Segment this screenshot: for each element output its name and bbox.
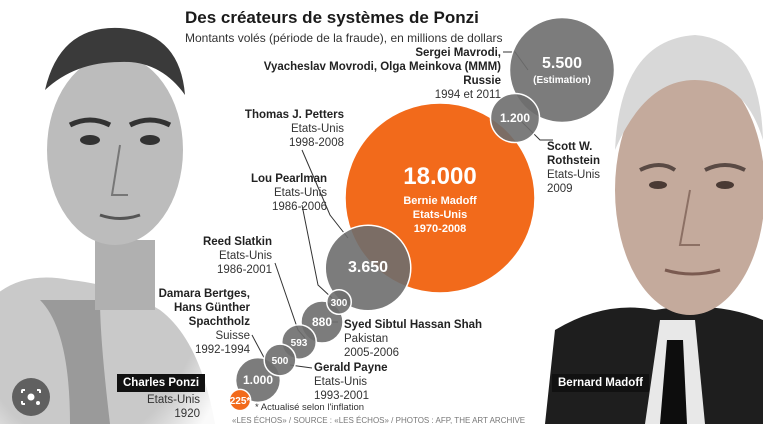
label-pearlman: Lou Pearlman Etats-Unis 1986-2006 xyxy=(250,173,327,213)
bubble-value-label: 880 xyxy=(312,315,332,329)
bubble-value-label: 1.000 xyxy=(243,373,273,387)
leader-line-petters xyxy=(301,149,349,239)
label-ponzi: Etats-Unis 1920 xyxy=(146,394,200,420)
label-slatkin: Reed Slatkin Etats-Unis 1986-2001 xyxy=(202,236,272,276)
chart-subtitle: Montants volés (période de la fraude), e… xyxy=(185,31,503,45)
bubble-1: 225* xyxy=(228,388,252,412)
inflation-note: * Actualisé selon l'inflation xyxy=(255,402,365,413)
bubble-annotation-line: Etats-Unis xyxy=(413,209,467,221)
madoff-name-box: Bernard Madoff xyxy=(552,374,649,392)
bubble-value-label: 500 xyxy=(272,356,289,367)
bubble-circle xyxy=(228,388,252,412)
bubble-annotation-line: 1970-2008 xyxy=(414,223,467,235)
bubble-value-label: 18.000 xyxy=(403,163,476,190)
ponzi-name-box: Charles Ponzi xyxy=(117,374,206,392)
bubble-circle xyxy=(489,92,541,144)
bubble-value-label: 593 xyxy=(291,338,308,349)
lens-glyph xyxy=(21,389,41,405)
bubble-circle xyxy=(263,343,297,377)
bubble-circle xyxy=(324,224,412,312)
bubble-value-label: 1.200 xyxy=(500,111,530,125)
label-rothstein: Scott W. Rothstein Etats-Unis 2009 xyxy=(547,141,601,195)
bubble-circle xyxy=(325,288,353,316)
bubble-value-label: 300 xyxy=(331,298,348,309)
bubble-value-label: 225* xyxy=(230,396,251,407)
bubble-10: 5.500 (Estimation) xyxy=(508,16,616,124)
leader-line-pearlman xyxy=(301,204,333,299)
bubble-9: 1.200 xyxy=(489,92,541,144)
source-credit: «LES ÉCHOS» / SOURCE : «LES ÉCHOS» / PHO… xyxy=(232,416,526,424)
label-mavrodi: Sergei Mavrodi, Vyacheslav Movrodi, Olga… xyxy=(263,47,501,101)
chart-title: Des créateurs de systèmes de Ponzi xyxy=(185,8,479,27)
label-payne: Gerald Payne Etats-Unis 1993-2001 xyxy=(314,362,388,402)
google-lens-icon[interactable] xyxy=(12,378,50,416)
bubble-circle xyxy=(508,16,616,124)
bubble-7: 3.650 xyxy=(324,224,412,312)
bubble-value-label: 5.500 xyxy=(542,55,582,72)
bubble-annotation-line: Bernie Madoff xyxy=(403,195,477,207)
bubble-6: 300 xyxy=(325,288,353,316)
bubble-3: 500 xyxy=(263,343,297,377)
label-bertges: Damara Bertges, Hans Günther Spachtholz … xyxy=(158,288,250,356)
bubble-value-label: 3.650 xyxy=(348,259,388,276)
bubble-sublabel: (Estimation) xyxy=(533,75,591,86)
label-petters: Thomas J. Petters Etats-Unis 1998-2008 xyxy=(244,109,344,149)
label-shah: Syed Sibtul Hassan Shah Pakistan 2005-20… xyxy=(344,319,483,359)
